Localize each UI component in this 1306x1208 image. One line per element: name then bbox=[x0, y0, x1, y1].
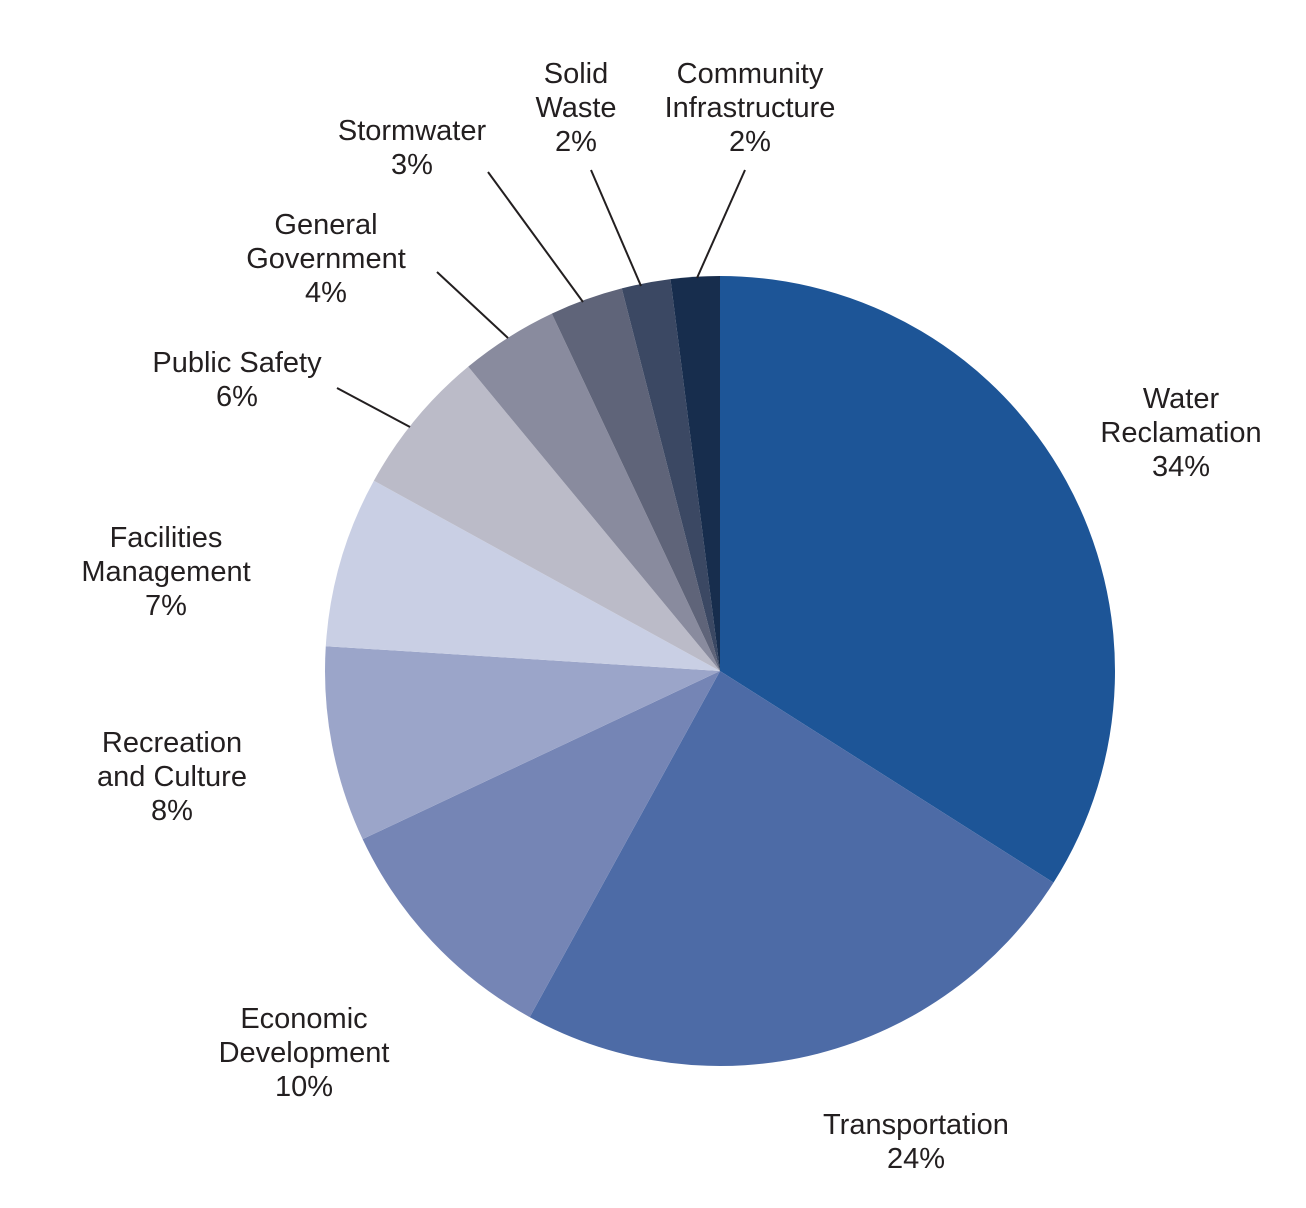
slice-name-label: Transportation bbox=[823, 1109, 1009, 1141]
slice-value-label: 34% bbox=[1152, 451, 1210, 483]
slice-name-label: Development bbox=[219, 1037, 390, 1069]
slice-value-label: 2% bbox=[555, 126, 597, 158]
pie-slice-public-safety bbox=[373, 366, 720, 671]
slice-name-label: Stormwater bbox=[338, 115, 487, 147]
slice-value-label: 2% bbox=[729, 126, 771, 158]
slice-value-label: 7% bbox=[145, 590, 187, 622]
slice-label: Water Reclamation 34% bbox=[1100, 383, 1261, 483]
pie-slice-community-infrastructure bbox=[670, 276, 720, 671]
pie-slice-general-government bbox=[468, 313, 720, 671]
slice-label: Community Infrastructure 2% bbox=[665, 58, 836, 158]
slice-name-label: Community bbox=[677, 58, 824, 90]
slice-label: Solid Waste 2% bbox=[535, 58, 616, 158]
leader-line bbox=[436, 271, 509, 339]
pie-slice-recreation-and-culture bbox=[325, 646, 720, 840]
slice-name-label: Economic bbox=[240, 1003, 367, 1035]
slice-value-label: 10% bbox=[275, 1071, 333, 1103]
pie-slice-economic-development bbox=[362, 671, 720, 1018]
slice-label: Recreation and Culture 8% bbox=[97, 727, 247, 827]
leader-line bbox=[336, 387, 411, 428]
slice-name-label: Infrastructure bbox=[665, 92, 836, 124]
slice-value-label: 8% bbox=[151, 795, 193, 827]
leader-line bbox=[487, 171, 584, 303]
pie-slice-solid-waste bbox=[621, 279, 720, 671]
pie-slice-transportation bbox=[529, 671, 1054, 1066]
slice-name-label: Water bbox=[1143, 383, 1220, 415]
slice-name-label: Reclamation bbox=[1100, 417, 1261, 449]
slice-name-label: Government bbox=[246, 243, 406, 275]
slice-name-label: General bbox=[274, 209, 377, 241]
slice-value-label: 24% bbox=[887, 1143, 945, 1175]
slice-label: Public Safety 6% bbox=[152, 347, 322, 413]
slice-label: Transportation 24% bbox=[823, 1109, 1009, 1175]
slice-name-label: Waste bbox=[535, 92, 616, 124]
slice-value-label: 6% bbox=[216, 381, 258, 413]
leader-line bbox=[590, 169, 642, 287]
pie-slice-water-reclamation bbox=[720, 276, 1115, 883]
slice-label: Stormwater 3% bbox=[338, 115, 487, 181]
slice-name-label: Management bbox=[81, 556, 250, 588]
slice-name-label: Public Safety bbox=[152, 347, 322, 379]
pie-slice-stormwater bbox=[551, 288, 720, 671]
slice-name-label: Facilities bbox=[110, 522, 223, 554]
slice-name-label: Recreation bbox=[102, 727, 242, 759]
slice-label: General Government 4% bbox=[246, 209, 406, 309]
slice-name-label: Solid bbox=[544, 58, 609, 90]
slice-label: Facilities Management 7% bbox=[81, 522, 250, 622]
slice-name-label: and Culture bbox=[97, 761, 247, 793]
leader-line bbox=[696, 169, 746, 279]
pie-slice-facilities-management bbox=[325, 480, 720, 671]
slice-label: Economic Development 10% bbox=[219, 1003, 390, 1103]
slice-value-label: 4% bbox=[305, 277, 347, 309]
slice-value-label: 3% bbox=[391, 149, 433, 181]
